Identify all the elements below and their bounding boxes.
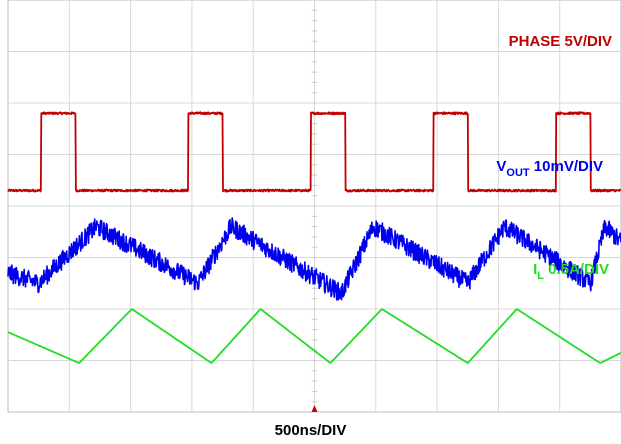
x-axis-label: 500ns/DIV <box>274 422 347 439</box>
trigger-marker <box>311 405 318 412</box>
il-label-rest: 0.5A/DIV <box>544 261 609 278</box>
vout-label-sub: OUT <box>506 167 530 179</box>
traces <box>7 111 621 364</box>
vout-label-main: V <box>496 158 506 175</box>
grid <box>8 0 621 413</box>
vout-label: VOUT 10mV/DIV <box>496 158 603 179</box>
trace-vout <box>7 217 621 301</box>
trace-il <box>7 308 621 364</box>
trace-phase <box>7 111 621 193</box>
vout-label-rest: 10mV/DIV <box>530 158 603 175</box>
il-label: IL 0.5A/DIV <box>533 261 609 282</box>
il-label-main: I <box>533 261 537 278</box>
il-label-sub: L <box>537 270 544 282</box>
phase-label: PHASE 5V/DIV <box>509 33 612 50</box>
